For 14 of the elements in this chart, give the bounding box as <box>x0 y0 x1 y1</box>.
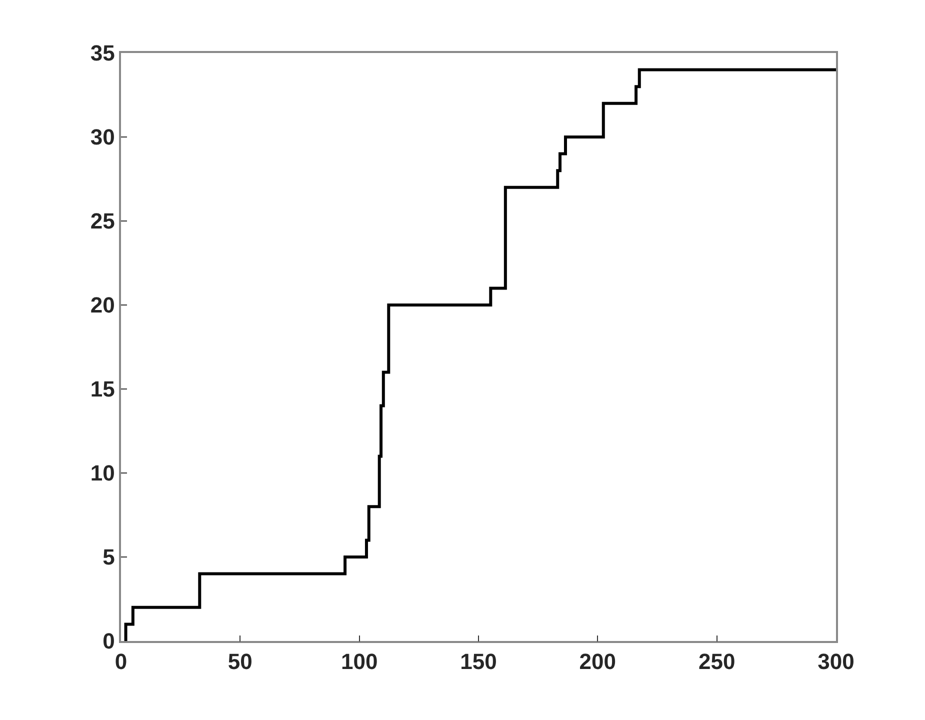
x-tick-label: 50 <box>228 649 252 674</box>
y-tick-label: 25 <box>90 208 115 234</box>
y-tick-label: 5 <box>102 544 115 570</box>
x-tick-label: 250 <box>698 649 736 674</box>
y-tick-label: 35 <box>90 40 115 66</box>
y-tick-label: 0 <box>102 628 115 654</box>
y-tick-label: 20 <box>90 292 115 318</box>
x-tick-label: 100 <box>340 649 378 674</box>
y-tick-label: 10 <box>90 460 115 486</box>
x-tick-label: 200 <box>579 649 616 674</box>
x-tick-label: 150 <box>460 649 497 674</box>
x-tick-label: 300 <box>818 649 854 674</box>
y-tick-label: 30 <box>90 124 115 150</box>
y-tick-label: 15 <box>90 376 115 402</box>
